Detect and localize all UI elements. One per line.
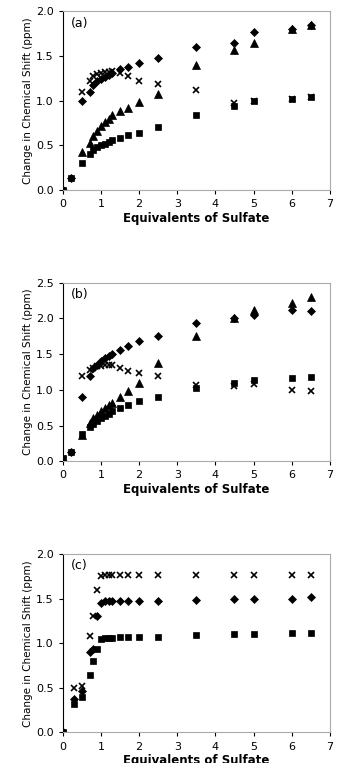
Y-axis label: Change in Chemical Shift (ppm): Change in Chemical Shift (ppm) — [23, 288, 33, 456]
Y-axis label: Change in Chemical Shift (ppm): Change in Chemical Shift (ppm) — [23, 560, 33, 726]
Text: (a): (a) — [71, 17, 88, 30]
Text: (c): (c) — [71, 559, 88, 572]
X-axis label: Equivalents of Sulfate: Equivalents of Sulfate — [123, 755, 270, 763]
Text: (b): (b) — [71, 288, 88, 301]
Y-axis label: Change in Chemical Shift (ppm): Change in Chemical Shift (ppm) — [23, 18, 33, 184]
X-axis label: Equivalents of Sulfate: Equivalents of Sulfate — [123, 483, 270, 496]
X-axis label: Equivalents of Sulfate: Equivalents of Sulfate — [123, 211, 270, 225]
